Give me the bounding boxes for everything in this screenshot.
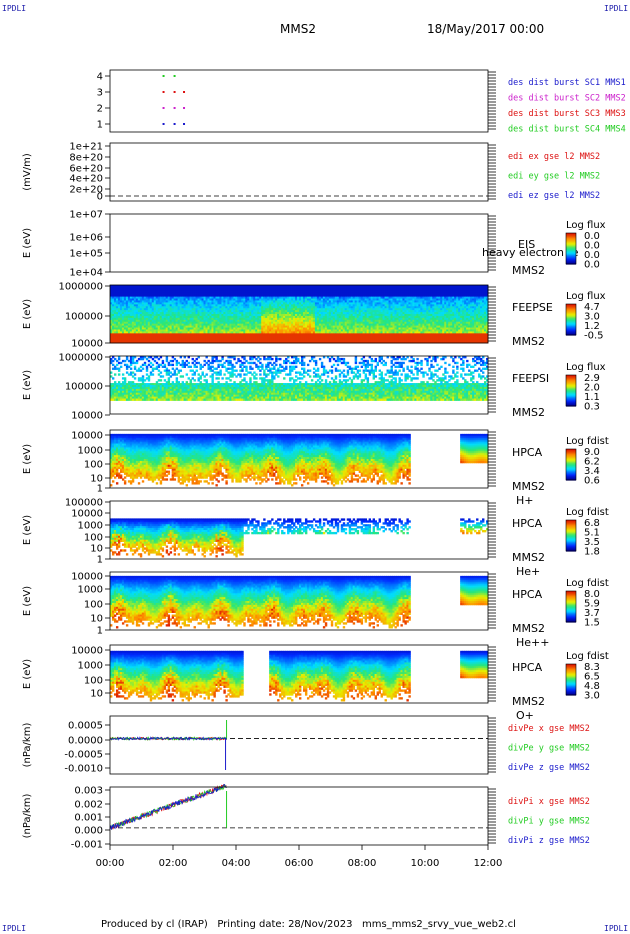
panel-minor-ticks-eis (488, 216, 496, 270)
y-tick-label: 2 (97, 104, 103, 115)
panel-minor-ticks-burst (488, 72, 496, 129)
y-tick-label: 0 (97, 192, 103, 203)
y-tick-label: 8e+20 (69, 153, 103, 164)
y-tick-label: 4 (97, 72, 103, 83)
legend-entry: edi ey gse l2 MMS2 (508, 172, 600, 182)
y-axis-label: (mV/m) (22, 153, 33, 191)
panel-burst (105, 70, 488, 132)
legend-entry: des dist burst SC1 MMS1 (508, 78, 626, 88)
y-tick-label: 1e+06 (69, 233, 103, 244)
legend-entry: edi ex gse l2 MMS2 (508, 152, 600, 162)
burst-point (183, 123, 185, 125)
y-tick-label: 1e+05 (69, 249, 103, 260)
burst-point (174, 107, 176, 109)
y-tick-label: 3 (97, 88, 103, 99)
panel-feepse (105, 285, 488, 343)
burst-point (183, 107, 185, 109)
colorbar-title: Log flux (566, 220, 606, 231)
panel-edi (105, 143, 488, 201)
burst-point (163, 123, 165, 125)
legend-entry: des dist burst SC2 MMS2 (508, 94, 626, 104)
y-tick-label: 1e+07 (69, 210, 103, 221)
burst-point (183, 91, 185, 93)
colorbar-eis (566, 233, 576, 265)
eis-overlay-label: heavy electron te (482, 246, 579, 259)
y-tick-label: 1e+21 (69, 142, 103, 153)
burst-point (163, 91, 165, 93)
stacked-panel-chart: 4 3 2 1 des dist burst SC1 MMS1 des dist burs… (0, 0, 630, 934)
y-tick-label: 4e+20 (69, 174, 103, 185)
burst-point (163, 107, 165, 109)
burst-point (163, 75, 165, 77)
legend-entry: edi ez gse l2 MMS2 (508, 191, 600, 201)
panel-minor-ticks-edi (488, 145, 496, 199)
burst-point (174, 75, 176, 77)
colorbar-eis-cell (566, 263, 576, 265)
panel-frame-burst (110, 70, 488, 132)
legend-entry: des dist burst SC3 MMS3 (508, 109, 626, 119)
burst-point (174, 123, 176, 125)
legend-entry: des dist burst SC4 MMS4 (508, 125, 626, 135)
y-axis-label: E (eV) (22, 228, 33, 258)
panel-frame-edi (110, 143, 488, 201)
colorbar-tick-label: 0.0 (584, 260, 600, 271)
spacecraft-label: MMS2 (512, 264, 545, 277)
panel-eis (105, 214, 488, 272)
burst-point (174, 91, 176, 93)
y-tick-label: 1e+04 (69, 268, 103, 279)
y-tick-label: 1 (97, 120, 103, 131)
panel-frame-eis (110, 214, 488, 272)
